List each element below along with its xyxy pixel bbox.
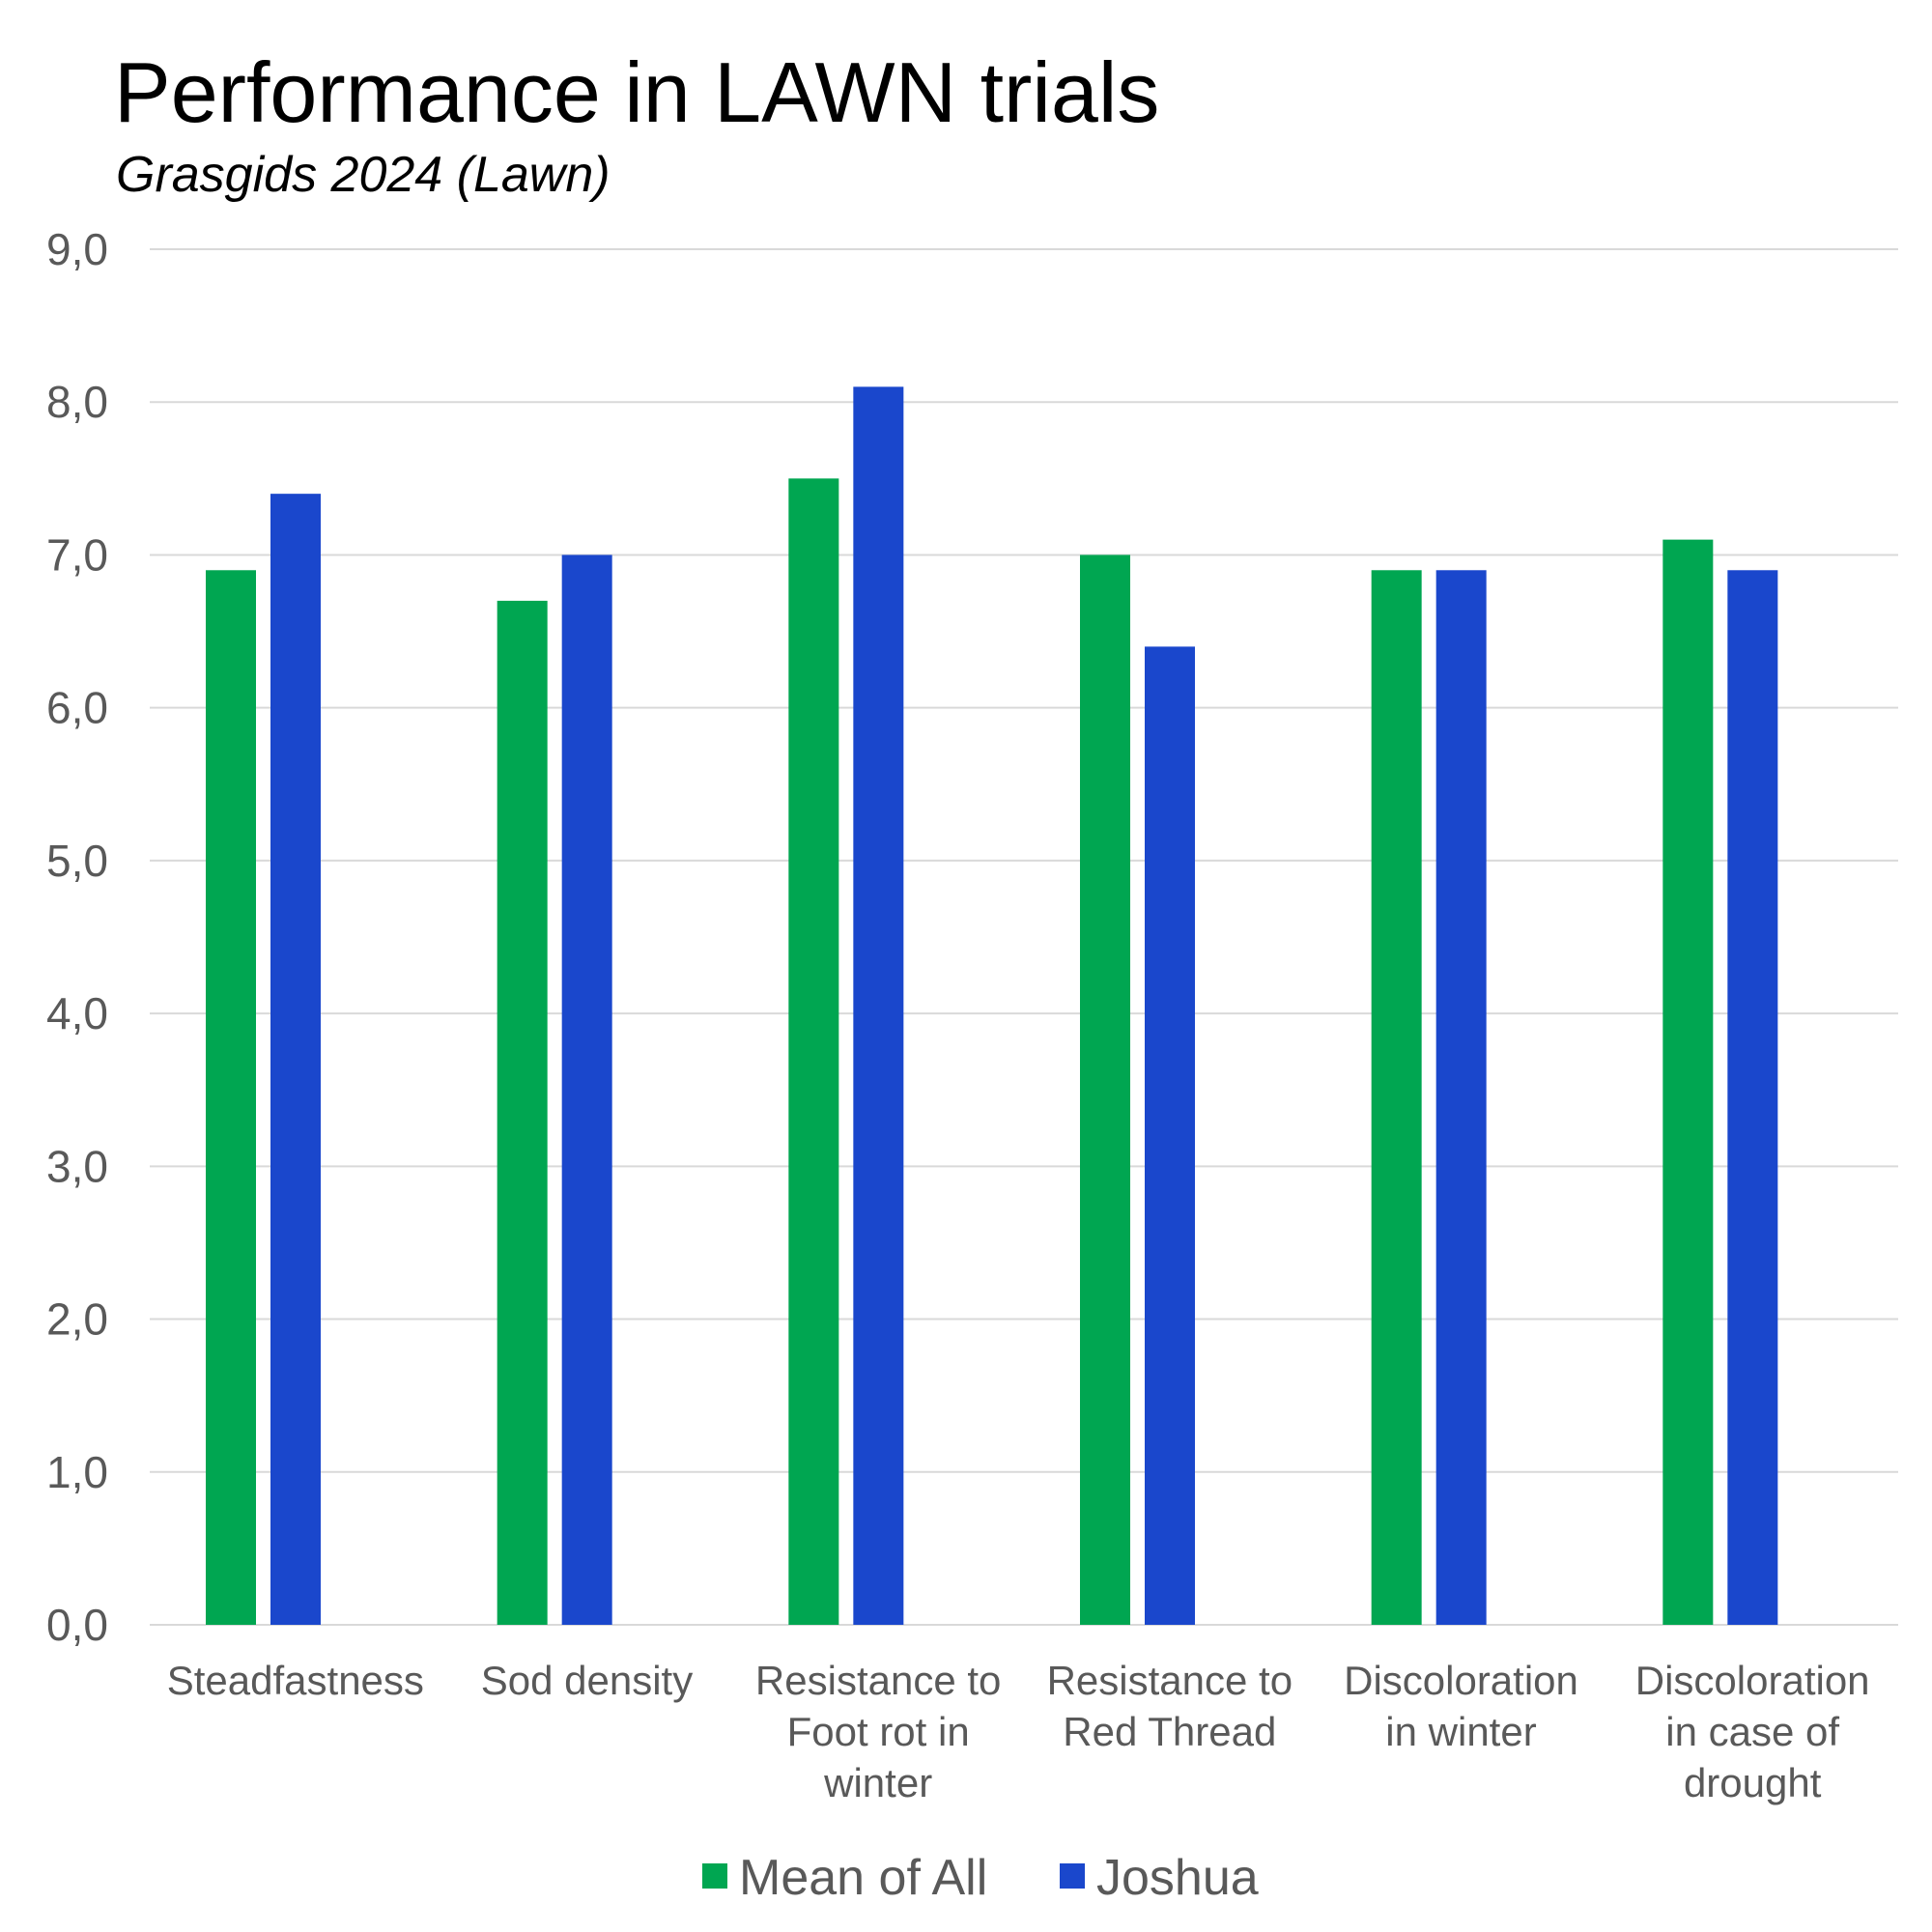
- x-category-label-line: Resistance to: [755, 1658, 1001, 1703]
- y-tick-label: 4,0: [46, 988, 108, 1038]
- gridlines: [150, 248, 1898, 1626]
- y-tick-label: 2,0: [46, 1294, 108, 1345]
- legend-label-joshua: Joshua: [1096, 1850, 1259, 1906]
- x-category-label: Discoloration in winter: [1344, 1658, 1578, 1754]
- chart-subtitle: Grasgids 2024 (Lawn): [116, 147, 611, 203]
- legend: Mean of All Joshua: [702, 1850, 1259, 1906]
- bar-joshua-2: [853, 386, 904, 1625]
- bar-mean-of-all-0: [206, 570, 256, 1626]
- x-category-label-line: Red Thread: [1063, 1709, 1276, 1754]
- x-category-label-line: Resistance to: [1047, 1658, 1293, 1703]
- x-category-label-line: winter: [823, 1760, 932, 1805]
- bar-mean-of-all-5: [1662, 539, 1714, 1625]
- y-tick-label: 9,0: [46, 224, 108, 274]
- y-tick-label: 7,0: [46, 529, 108, 580]
- bar-mean-of-all-1: [497, 600, 548, 1625]
- y-tick-label: 8,0: [46, 377, 108, 427]
- x-category-label: Steadfastness: [167, 1658, 424, 1703]
- x-category-label-line: Discoloration: [1344, 1658, 1578, 1703]
- x-category-label: Discoloration in case of drought: [1635, 1658, 1870, 1805]
- bar-joshua-5: [1727, 570, 1778, 1626]
- bar-joshua-1: [561, 554, 612, 1625]
- x-category-label-line: drought: [1684, 1760, 1822, 1805]
- x-category-label: Sod density: [481, 1658, 693, 1703]
- bar-mean-of-all-4: [1371, 570, 1422, 1626]
- bar-mean-of-all-3: [1080, 554, 1130, 1625]
- x-category-label-line: in winter: [1385, 1709, 1536, 1754]
- y-tick-label: 3,0: [46, 1141, 108, 1191]
- bars: [206, 386, 1778, 1626]
- y-tick-label: 0,0: [46, 1600, 108, 1650]
- y-tick-label: 6,0: [46, 683, 108, 733]
- legend-swatch-mean-of-all: [702, 1863, 727, 1889]
- bar-joshua-4: [1435, 570, 1487, 1626]
- legend-swatch-joshua: [1060, 1863, 1085, 1889]
- x-category-label-line: Foot rot in: [787, 1709, 970, 1754]
- bar-mean-of-all-2: [788, 478, 839, 1625]
- bar-joshua-0: [270, 494, 321, 1626]
- y-tick-label: 5,0: [46, 836, 108, 886]
- x-category-label: Resistance to Foot rot in winter: [755, 1658, 1001, 1805]
- x-category-label: Resistance to Red Thread: [1047, 1658, 1293, 1754]
- y-axis-tick-labels: 0,0 1,0 2,0 3,0 4,0 5,0 6,0 7,0 8,0 9,0: [46, 224, 108, 1650]
- x-category-label-line: in case of: [1665, 1709, 1839, 1754]
- legend-label-mean-of-all: Mean of All: [739, 1850, 987, 1906]
- bar-joshua-3: [1145, 646, 1195, 1625]
- x-category-label-line: Discoloration: [1635, 1658, 1870, 1703]
- x-category-label-line: Sod density: [481, 1658, 693, 1703]
- y-tick-label: 1,0: [46, 1447, 108, 1497]
- x-category-label-line: Steadfastness: [167, 1658, 424, 1703]
- chart-title: Performance in LAWN trials: [114, 44, 1160, 140]
- x-axis-category-labels: Steadfastness Sod density Resistance to Foo…: [167, 1658, 1870, 1805]
